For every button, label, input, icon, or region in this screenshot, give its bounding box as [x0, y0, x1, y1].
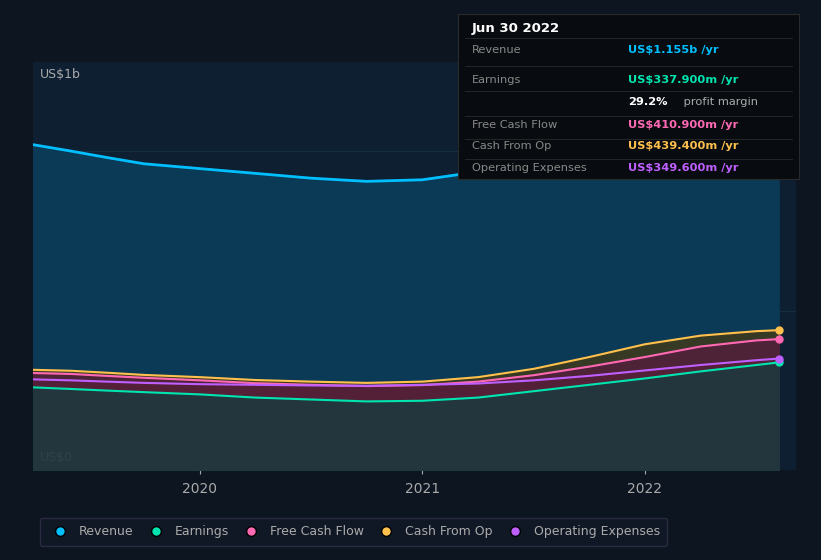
Text: Revenue: Revenue	[472, 45, 521, 55]
Text: Jun 30 2022: Jun 30 2022	[472, 22, 560, 35]
Text: Operating Expenses: Operating Expenses	[472, 162, 586, 172]
Text: US$410.900m /yr: US$410.900m /yr	[629, 120, 739, 130]
Text: US$337.900m /yr: US$337.900m /yr	[629, 75, 739, 85]
Text: US$439.400m /yr: US$439.400m /yr	[629, 141, 739, 151]
Legend: Revenue, Earnings, Free Cash Flow, Cash From Op, Operating Expenses: Revenue, Earnings, Free Cash Flow, Cash …	[39, 518, 667, 546]
Text: US$0: US$0	[39, 451, 72, 464]
Text: US$1.155b /yr: US$1.155b /yr	[629, 45, 719, 55]
Text: Earnings: Earnings	[472, 75, 521, 85]
Text: profit margin: profit margin	[680, 96, 758, 106]
Text: US$1b: US$1b	[39, 68, 80, 81]
Text: US$349.600m /yr: US$349.600m /yr	[629, 162, 739, 172]
Text: Cash From Op: Cash From Op	[472, 141, 551, 151]
Text: Free Cash Flow: Free Cash Flow	[472, 120, 557, 130]
Text: 29.2%: 29.2%	[629, 96, 668, 106]
